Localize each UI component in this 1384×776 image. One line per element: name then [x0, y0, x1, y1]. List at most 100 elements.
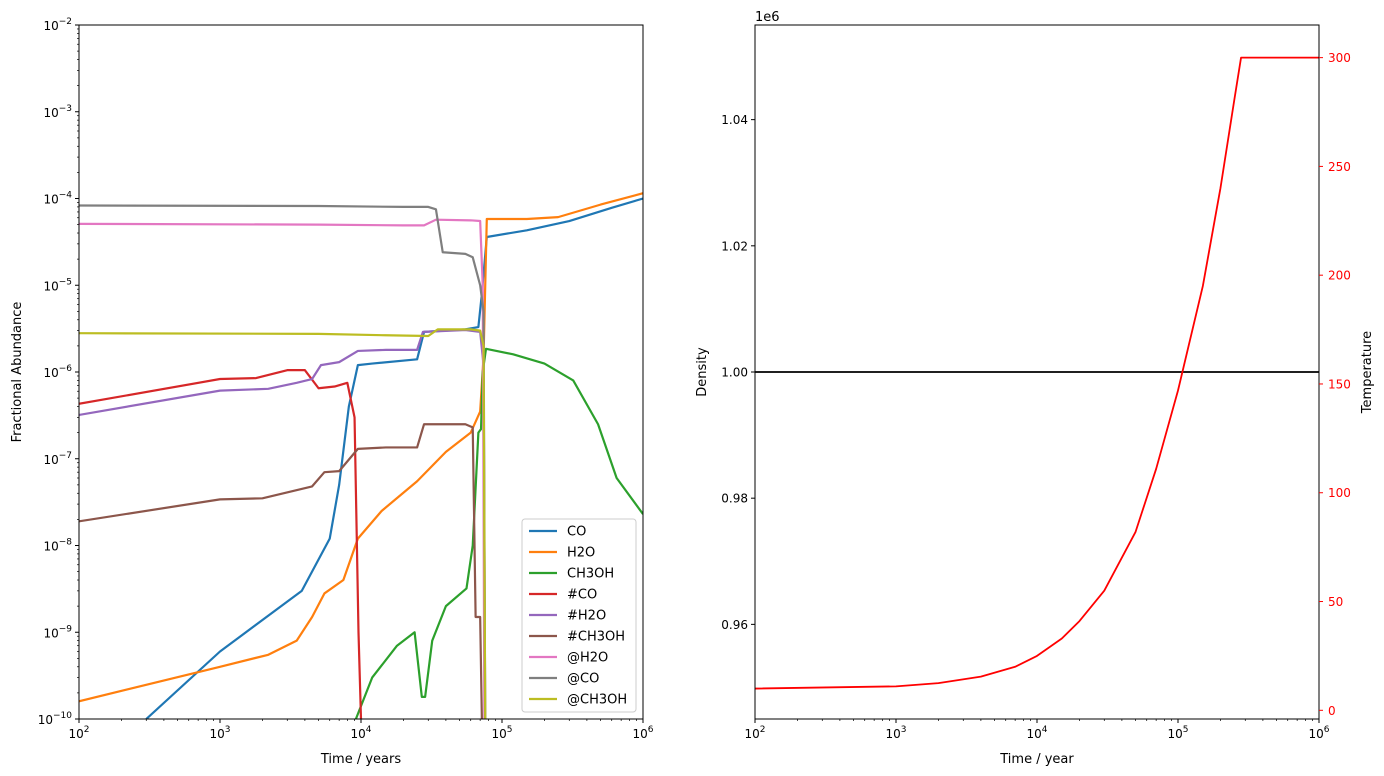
conditions-x-axis: 102 103 104 105 106 — [744, 719, 1330, 741]
abundance-x-tick-label-base: 10 — [209, 727, 224, 741]
abundance-y-tick-label-exponent: −5 — [59, 277, 72, 287]
legend-items: CO H2O CH3OH #CO #H2O #CH3OH @H2O @CO @CH3OH — [529, 525, 627, 708]
temperature-y-tick-label: 150 — [1328, 377, 1351, 391]
conditions-x-tick-label-base: 10 — [1026, 727, 1041, 741]
abundance-x-tick-label-exponent: 2 — [84, 725, 90, 735]
conditions-x-tick-label: 103 — [885, 725, 906, 741]
abundance-x-tick-label-base: 10 — [350, 727, 365, 741]
abundance-x-tick-label-exponent: 5 — [507, 725, 513, 735]
legend-label-ch3oh: @CH3OH — [567, 693, 627, 708]
abundance-x-tick-label-base: 10 — [632, 727, 647, 741]
conditions-x-tick-label: 105 — [1167, 725, 1188, 741]
legend-label-ch3oh: #CH3OH — [567, 630, 625, 645]
abundance-y-tick-label-base: 10 — [43, 279, 58, 293]
conditions-x-tick-label-exponent: 6 — [1324, 725, 1330, 735]
abundance-x-tick-label: 106 — [632, 725, 653, 741]
abundance-y-tick-label: 10−2 — [43, 17, 72, 33]
abundance-series-group — [79, 192, 643, 719]
abundance-y-tick-label-exponent: −10 — [53, 711, 72, 721]
abundance-y-tick-label-exponent: −2 — [59, 17, 72, 27]
abundance-y-label: Fractional Abundance — [10, 302, 25, 443]
series-line-h2o — [79, 192, 643, 703]
series-line-h2o — [79, 328, 487, 719]
series-line-ch3oh — [79, 423, 483, 719]
abundance-x-axis: 102 103 104 105 106 — [68, 719, 654, 741]
density-y-label: Density — [695, 347, 710, 397]
abundance-x-tick-label: 104 — [350, 725, 371, 741]
legend-label-co: #CO — [567, 588, 597, 603]
temperature-y-axis: 0 50 100 150 200 250 300 — [1319, 51, 1351, 718]
conditions-x-tick-label: 102 — [744, 725, 765, 741]
abundance-y-tick-label: 10−3 — [43, 104, 72, 120]
abundance-y-tick-label: 10−5 — [43, 277, 72, 293]
abundance-y-tick-label-exponent: −6 — [59, 364, 73, 374]
conditions-x-tick-label: 106 — [1308, 725, 1329, 741]
conditions-x-tick-label: 104 — [1026, 725, 1047, 741]
legend-label-co: CO — [567, 525, 586, 540]
temperature-y-label: Temperature — [1360, 331, 1375, 414]
conditions-x-tick-label-base: 10 — [744, 727, 759, 741]
abundance-y-tick-label-base: 10 — [38, 713, 53, 727]
physical-conditions-plot: 102 103 104 105 106 0.960.981.001.021.04 050… — [695, 10, 1375, 767]
abundance-y-tick-label: 10−9 — [43, 624, 72, 640]
series-line-h2o — [79, 218, 486, 719]
temperature-y-tick-label: 200 — [1328, 269, 1351, 283]
density-y-axis: 0.96 0.98 1.00 1.02 1.04 — [721, 113, 755, 632]
legend-label-h2o: #H2O — [567, 609, 606, 624]
abundance-y-tick-label-base: 10 — [43, 540, 58, 554]
abundance-x-tick-label-base: 10 — [491, 727, 506, 741]
density-y-tick-label: 0.98 — [721, 492, 748, 506]
abundance-x-tick-label: 102 — [68, 725, 89, 741]
legend-label-ch3oh: CH3OH — [567, 567, 614, 582]
abundance-y-tick-label: 10−10 — [38, 711, 73, 727]
abundance-y-tick-label-base: 10 — [43, 19, 58, 33]
density-y-tick-label: 1.00 — [721, 366, 748, 380]
series-line-co — [145, 197, 643, 719]
abundance-y-tick-label-base: 10 — [43, 626, 58, 640]
abundance-y-tick-label-base: 10 — [43, 453, 58, 467]
abundance-y-tick-label-base: 10 — [43, 366, 58, 380]
series-line-co — [79, 369, 363, 719]
conditions-x-tick-label-exponent: 2 — [760, 725, 766, 735]
abundance-y-tick-label-base: 10 — [43, 106, 58, 120]
abundance-y-tick-label-exponent: −4 — [59, 191, 73, 201]
conditions-x-tick-label-base: 10 — [885, 727, 900, 741]
abundance-y-tick-label-exponent: −7 — [59, 451, 72, 461]
legend-label-co: @CO — [567, 672, 599, 687]
series-line-co — [79, 204, 487, 719]
legend-label-h2o: @H2O — [567, 651, 608, 666]
abundance-y-tick-label-base: 10 — [43, 193, 58, 207]
density-y-tick-label: 0.96 — [721, 618, 748, 632]
legend-box — [521, 518, 637, 713]
density-y-tick-label: 1.02 — [721, 239, 748, 253]
abundance-y-tick-label: 10−8 — [43, 538, 72, 554]
temperature-y-tick-label: 250 — [1328, 160, 1351, 174]
abundance-y-tick-label-exponent: −3 — [59, 104, 72, 114]
series-line-ch3oh — [354, 347, 643, 719]
conditions-x-tick-label-base: 10 — [1167, 727, 1182, 741]
series-line-ch3oh — [79, 328, 487, 719]
abundance-y-tick-label: 10−4 — [43, 191, 72, 207]
legend-label-h2o: H2O — [567, 546, 595, 561]
temperature-y-tick-label: 300 — [1328, 51, 1351, 65]
abundance-x-tick-label: 103 — [209, 725, 230, 741]
abundance-x-tick-label-exponent: 6 — [648, 725, 654, 735]
abundance-x-tick-label-base: 10 — [68, 727, 83, 741]
conditions-x-tick-label-exponent: 4 — [1042, 725, 1048, 735]
density-offset-label: 1e6 — [755, 10, 780, 25]
series-line-temperature — [755, 56, 1319, 690]
abundance-y-tick-label-exponent: −9 — [59, 624, 73, 634]
conditions-x-tick-label-base: 10 — [1308, 727, 1323, 741]
density-y-tick-label: 1.04 — [721, 113, 748, 127]
temperature-y-tick-label: 50 — [1328, 595, 1343, 609]
abundance-x-label: Time / years — [320, 752, 401, 767]
temperature-y-tick-label: 100 — [1328, 486, 1351, 500]
abundance-x-tick-label: 105 — [491, 725, 512, 741]
abundance-plot: 102 103 104 105 106 10−1010−910−810−710−610−… — [10, 17, 654, 767]
abundance-y-tick-label-exponent: −8 — [59, 538, 73, 548]
abundance-y-tick-label: 10−6 — [43, 364, 72, 380]
temperature-y-tick-label: 0 — [1328, 704, 1336, 718]
conditions-x-tick-label-exponent: 5 — [1183, 725, 1189, 735]
